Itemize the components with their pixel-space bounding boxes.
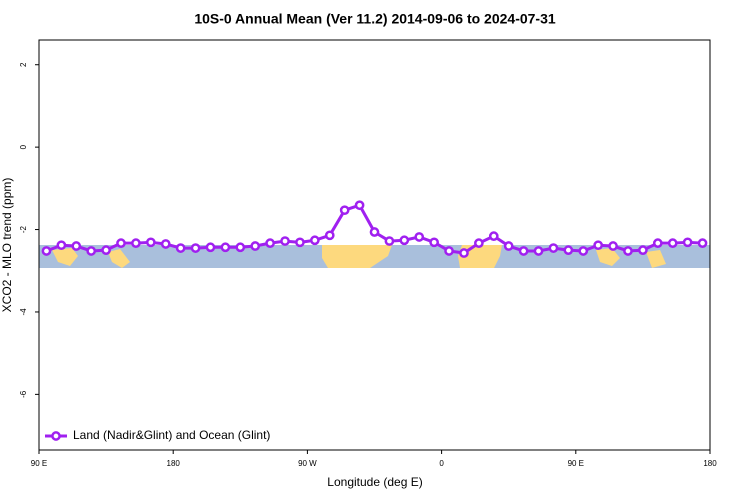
data-point [503,241,514,251]
plot-frame [38,39,711,451]
y-tick-label: 0 [19,144,28,149]
data-point [384,236,395,246]
data-point [399,235,410,246]
data-point [667,238,678,248]
data-point [175,243,186,253]
data-point [414,232,425,242]
legend-swatch-marker [51,431,61,441]
data-point [101,245,111,256]
data-point [548,243,559,253]
y-tick-label: 2 [19,62,28,67]
y-tick-label: -2 [19,225,28,233]
data-point [518,246,529,256]
data-point [280,236,290,246]
land [596,248,620,266]
data-point [608,241,618,251]
data-point [444,246,454,256]
data-point [533,246,544,256]
land [322,245,392,268]
data-point [652,238,663,248]
data-point [86,246,97,256]
land [646,250,666,268]
data-point [563,245,574,256]
legend-label: Land (Nadir&Glint) and Ocean (Glint) [73,428,270,442]
data-point [682,237,693,248]
data-point [220,242,231,253]
data-point [339,205,350,216]
x-axis-label: Longitude (deg E) [327,475,422,489]
x-tick-label: 180 [167,459,181,468]
land [108,249,130,268]
y-tick-label: -6 [19,390,28,398]
y-tick-label: -4 [19,308,28,316]
data-point [459,248,469,258]
data-point [145,237,156,248]
data-point [295,237,305,248]
data-point [205,242,216,253]
x-tick-label: 90 E [568,459,584,468]
x-tick-label: 180 [703,459,717,468]
data-point [160,239,171,249]
y-axis-label: XCO2 - MLO trend (ppm) [0,178,14,313]
data-point [578,246,589,256]
chart-title: 10S-0 Annual Mean (Ver 11.2) 2014-09-06 … [194,11,556,27]
data-point [474,238,484,248]
data-point [593,240,604,251]
data-point [324,230,335,241]
data-point [265,238,275,248]
x-tick-label: 90 E [31,459,47,468]
data-point [623,246,633,256]
data-point [41,246,52,256]
data-point [235,242,246,253]
land [52,248,78,266]
data-point [131,238,141,248]
data-point [190,243,201,253]
data-point [429,237,439,248]
data-point [250,241,261,251]
data-point [354,200,365,211]
data-point [369,227,380,237]
x-tick-label: 0 [439,459,444,468]
data-point [56,240,67,251]
data-point [310,235,320,246]
x-tick-label: 90 W [298,459,317,468]
data-point [638,245,648,256]
data-point [116,238,126,248]
data-point [488,231,499,241]
data-point [697,238,708,248]
data-point [71,241,82,251]
